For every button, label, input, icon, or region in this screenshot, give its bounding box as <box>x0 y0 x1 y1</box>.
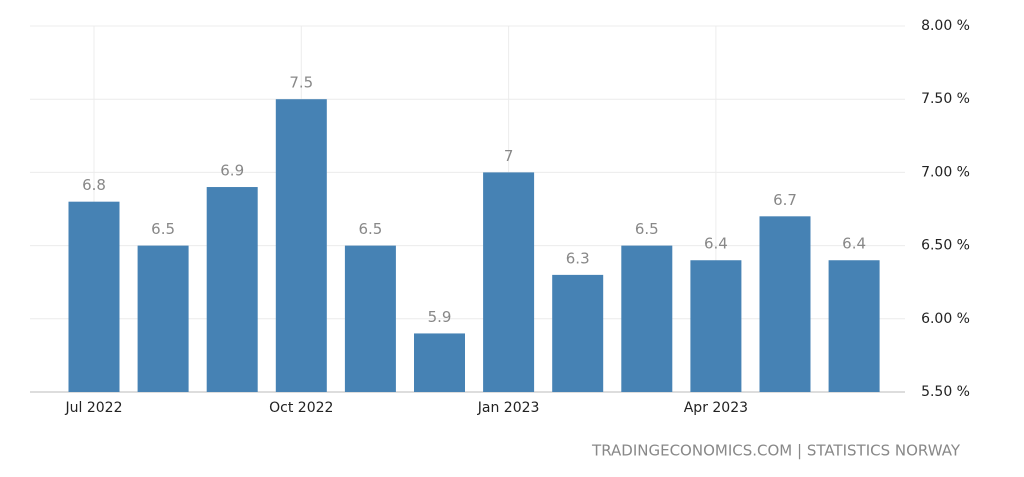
x-tick-label: Jan 2023 <box>477 400 540 416</box>
y-tick-label: 7.00 % <box>921 164 970 180</box>
bar <box>137 245 189 392</box>
bar <box>759 216 811 392</box>
bar <box>414 333 465 392</box>
value-label: 6.7 <box>773 191 797 209</box>
y-tick-label: 6.50 % <box>921 238 970 254</box>
y-tick-label: 6.00 % <box>921 311 970 327</box>
value-label: 6.5 <box>635 220 659 238</box>
bar <box>690 260 742 392</box>
value-label: 6.3 <box>566 249 590 267</box>
bar <box>344 245 396 392</box>
value-label: 6.9 <box>220 162 244 180</box>
value-label: 7.5 <box>289 74 313 92</box>
bar <box>275 99 327 392</box>
value-label: 5.9 <box>428 308 452 326</box>
x-tick-label: Oct 2022 <box>269 400 333 416</box>
value-label: 6.5 <box>358 220 382 238</box>
x-tick-label: Jul 2022 <box>65 400 123 416</box>
bar <box>621 245 673 392</box>
y-tick-label: 8.00 % <box>921 18 970 34</box>
bar <box>552 274 604 392</box>
bar <box>68 201 120 392</box>
bar <box>828 260 880 392</box>
value-label: 6.4 <box>704 235 728 253</box>
value-label: 7 <box>504 147 514 165</box>
value-label: 6.5 <box>151 220 175 238</box>
y-tick-label: 5.50 % <box>921 384 970 400</box>
value-label: 6.8 <box>82 176 106 194</box>
y-tick-label: 7.50 % <box>921 91 970 107</box>
x-tick-label: Apr 2023 <box>684 400 748 416</box>
bar <box>483 172 535 392</box>
source: TRADINGECONOMICS.COM | STATISTICS NORWAY <box>591 442 961 460</box>
bar <box>206 187 258 392</box>
value-label: 6.4 <box>842 235 866 253</box>
